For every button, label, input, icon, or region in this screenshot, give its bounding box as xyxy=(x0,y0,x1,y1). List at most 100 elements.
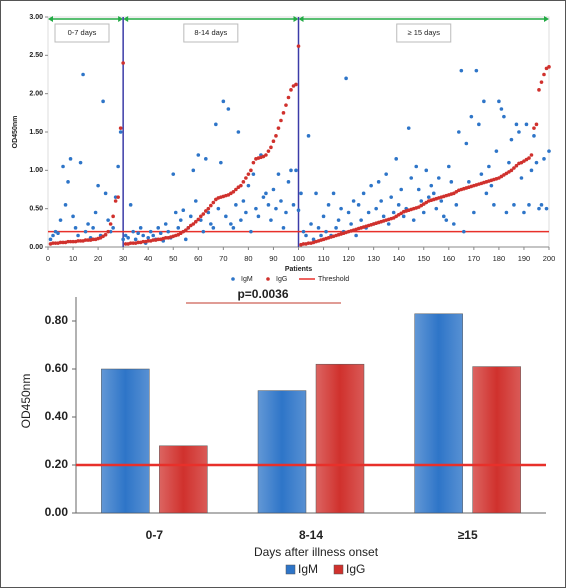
group-label: 0-7 days xyxy=(68,28,97,37)
y-tick-label: 0.00 xyxy=(45,505,69,519)
y-tick-label: 2.50 xyxy=(29,52,43,59)
point xyxy=(294,168,298,173)
point xyxy=(487,164,491,169)
point xyxy=(311,237,316,242)
point xyxy=(126,236,130,240)
group-label: ≥ 15 days xyxy=(408,28,441,37)
point xyxy=(58,240,63,245)
point xyxy=(274,134,278,138)
bar xyxy=(414,313,463,514)
point xyxy=(384,172,388,176)
point xyxy=(379,199,383,203)
y-tick-label: 0.00 xyxy=(29,244,43,251)
point xyxy=(221,99,226,104)
x-axis-title: Patients xyxy=(285,266,312,273)
legend-swatch xyxy=(285,564,296,575)
y-tick-label: 0.50 xyxy=(29,206,43,213)
point xyxy=(316,226,321,230)
point xyxy=(354,233,358,238)
point xyxy=(294,82,298,87)
point xyxy=(279,199,283,203)
point xyxy=(281,111,286,115)
x-tick-label: 180 xyxy=(493,254,506,263)
point xyxy=(196,153,201,157)
point xyxy=(116,164,120,169)
point xyxy=(171,172,176,176)
point xyxy=(163,222,168,226)
point xyxy=(439,199,444,203)
point xyxy=(532,126,536,130)
point xyxy=(366,210,371,215)
point xyxy=(477,122,481,127)
point xyxy=(381,214,386,219)
point xyxy=(426,195,431,199)
x-tick-label: 160 xyxy=(443,254,456,263)
point xyxy=(116,195,120,199)
point xyxy=(131,229,135,234)
point xyxy=(58,218,63,222)
point xyxy=(48,237,53,242)
point xyxy=(249,168,253,173)
point xyxy=(166,229,171,234)
point xyxy=(234,203,238,207)
point xyxy=(244,210,248,215)
point xyxy=(118,130,123,134)
point xyxy=(447,164,451,169)
point xyxy=(146,236,150,240)
point xyxy=(539,80,544,84)
point xyxy=(419,199,424,203)
point xyxy=(71,214,75,219)
point xyxy=(231,226,236,230)
point xyxy=(539,203,544,207)
point xyxy=(201,212,206,216)
y-tick-label: 2.00 xyxy=(29,91,43,98)
point xyxy=(113,195,118,199)
point xyxy=(289,168,293,173)
point xyxy=(351,199,356,203)
point xyxy=(339,206,343,211)
point xyxy=(73,226,78,230)
point xyxy=(286,95,291,100)
point xyxy=(156,237,161,242)
point xyxy=(346,210,351,215)
point xyxy=(214,122,218,127)
point xyxy=(86,222,90,226)
annotation: p=0.0036 xyxy=(237,287,288,301)
point xyxy=(229,222,233,226)
point xyxy=(436,176,441,180)
x-tick-label: 8-14 xyxy=(299,528,323,542)
point xyxy=(141,239,145,244)
legend-swatch xyxy=(333,564,344,575)
point xyxy=(334,226,338,230)
y-tick-label: 1.00 xyxy=(29,167,43,174)
legend-marker xyxy=(231,277,235,281)
point xyxy=(183,228,188,232)
point xyxy=(66,180,70,184)
point xyxy=(409,176,414,180)
point xyxy=(271,187,276,192)
point xyxy=(151,238,156,242)
point xyxy=(431,191,436,196)
point xyxy=(106,218,110,222)
point xyxy=(286,180,291,184)
group-label-box xyxy=(54,23,110,43)
point xyxy=(389,195,393,199)
point xyxy=(151,233,156,238)
x-tick-label: 100 xyxy=(292,254,305,263)
point xyxy=(479,172,484,176)
point xyxy=(61,164,65,169)
point xyxy=(374,206,378,211)
point xyxy=(359,218,363,222)
point xyxy=(344,76,348,81)
x-tick-label: 60 xyxy=(194,254,202,263)
point xyxy=(514,163,519,168)
point xyxy=(306,241,311,245)
point xyxy=(331,191,336,196)
point xyxy=(301,242,306,246)
point xyxy=(306,134,311,138)
point xyxy=(276,126,281,130)
point xyxy=(246,183,251,188)
point xyxy=(209,203,213,208)
point xyxy=(424,168,429,173)
point xyxy=(148,229,153,234)
